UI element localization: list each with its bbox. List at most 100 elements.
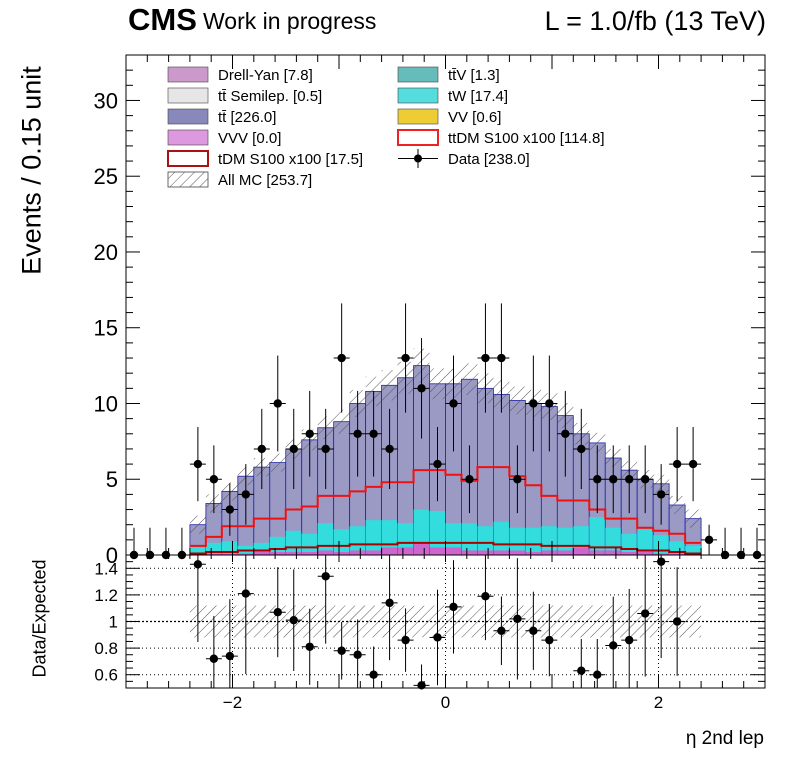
ratio-point <box>497 626 506 636</box>
tw-bar <box>349 526 366 555</box>
ratio-uncertainty-band <box>589 605 606 638</box>
drellyan-bar <box>317 550 334 555</box>
ratio-point <box>545 635 554 645</box>
tw-bar <box>381 520 398 555</box>
mc-uncertainty-band <box>429 368 446 400</box>
data-point <box>640 475 650 484</box>
y-tick-label: 0 <box>106 543 118 568</box>
data-point <box>609 475 618 484</box>
ratio-uncertainty-band <box>557 605 574 638</box>
tw-bar <box>477 526 494 555</box>
ratio-panel: 0.6 0.8 1 1.2 1.4 −2 0 2 <box>94 554 766 712</box>
data-point <box>545 399 554 408</box>
data-point <box>513 475 522 484</box>
data-point <box>321 444 330 454</box>
drellyan-bar <box>573 547 590 555</box>
y-tick-label: 5 <box>106 467 118 492</box>
mc-uncertainty-band <box>461 363 478 396</box>
drellyan-bar <box>221 553 238 555</box>
tw-bar <box>461 523 478 555</box>
legend-swatch <box>167 66 209 83</box>
ratio-uncertainty-band <box>365 605 382 638</box>
ratio-point <box>577 666 586 675</box>
ttdm-signal-line <box>189 466 702 547</box>
tw-bar <box>205 542 222 555</box>
ratio-point <box>241 589 251 598</box>
drellyan-bar <box>589 550 606 555</box>
data-point <box>481 353 490 363</box>
ratio-point <box>353 650 362 659</box>
ratio-uncertainty-band <box>461 605 478 638</box>
data-point <box>401 353 410 363</box>
ratio-point <box>385 598 394 608</box>
drellyan-bar <box>253 551 270 555</box>
ratio-y-tick-label: 1.2 <box>94 586 118 605</box>
data-point <box>688 459 698 469</box>
data-point <box>193 459 203 469</box>
drellyan-bar <box>525 551 542 555</box>
legend-item: tDM S100 x100 [17.5] <box>167 150 363 168</box>
drellyan-bar <box>333 551 350 555</box>
legend-item: Drell-Yan [7.8] <box>167 66 313 84</box>
legend-item: VVV [0.0] <box>167 129 281 147</box>
mc-uncertainty-band <box>509 386 526 415</box>
drellyan-bar <box>413 542 430 555</box>
tw-bar <box>541 526 558 555</box>
drellyan-bar <box>429 547 446 555</box>
data-point <box>257 444 266 454</box>
x-tick-label: 2 <box>654 693 663 712</box>
legend-item: tt̄ [226.0] <box>167 108 276 126</box>
experiment-label: CMS <box>128 2 197 37</box>
ratio-y-tick-label: 0.6 <box>94 666 118 685</box>
ratio-point <box>625 635 634 645</box>
ratio-point <box>529 626 538 636</box>
legend-label: tt̄ [226.0] <box>218 109 276 126</box>
tw-bar <box>285 530 302 555</box>
ratio-point <box>449 602 458 612</box>
x-tick-label: 0 <box>441 693 450 712</box>
drellyan-bar <box>445 547 462 555</box>
ratio-point <box>209 654 219 663</box>
legend-item: tt̄ Semilep. [0.5] <box>167 87 322 105</box>
data-point <box>353 429 362 438</box>
ratio-point <box>289 615 298 625</box>
data-point <box>385 444 394 454</box>
mc-uncertainty-band <box>269 453 286 472</box>
tw-bar <box>525 527 542 555</box>
data-point <box>529 399 538 408</box>
drellyan-bar <box>557 550 574 555</box>
ratio-y-tick-label: 1 <box>109 613 118 632</box>
drellyan-bar <box>509 550 526 555</box>
y-tick-label: 10 <box>94 391 118 416</box>
x-tick-label: −2 <box>223 693 242 712</box>
legend-label: VV [0.6] <box>448 109 501 126</box>
tw-bar <box>621 533 638 555</box>
ratio-point <box>672 617 682 626</box>
main-panel: 0 5 10 15 20 25 30 <box>94 54 766 568</box>
legend-label: tt̄V [1.3] <box>448 67 500 84</box>
drellyan-bar <box>621 551 638 555</box>
legend-item: All MC [253.7] <box>167 171 312 189</box>
legend-swatch <box>167 108 209 125</box>
ratio-uncertainty-band <box>685 605 702 638</box>
tw-bar <box>269 536 286 555</box>
ratio-point <box>513 614 522 624</box>
data-point <box>672 459 682 469</box>
tw-bar <box>445 523 462 555</box>
data-point <box>289 444 298 454</box>
data-point <box>369 429 378 438</box>
tw-bar <box>365 520 382 555</box>
legend-label: tW [17.4] <box>448 88 508 105</box>
ratio-uncertainty-band <box>413 605 430 638</box>
legend-label: tt̄ Semilep. [0.5] <box>218 88 322 105</box>
drellyan-bar <box>637 551 654 555</box>
mc-uncertainty-band <box>381 370 398 401</box>
tw-bar <box>429 511 446 555</box>
drellyan-bar <box>349 550 366 555</box>
drellyan-bar <box>237 553 254 555</box>
tw-bar <box>397 523 414 555</box>
data-point <box>417 384 426 393</box>
legend-item: tW [17.4] <box>397 87 508 105</box>
data-point <box>593 475 602 484</box>
